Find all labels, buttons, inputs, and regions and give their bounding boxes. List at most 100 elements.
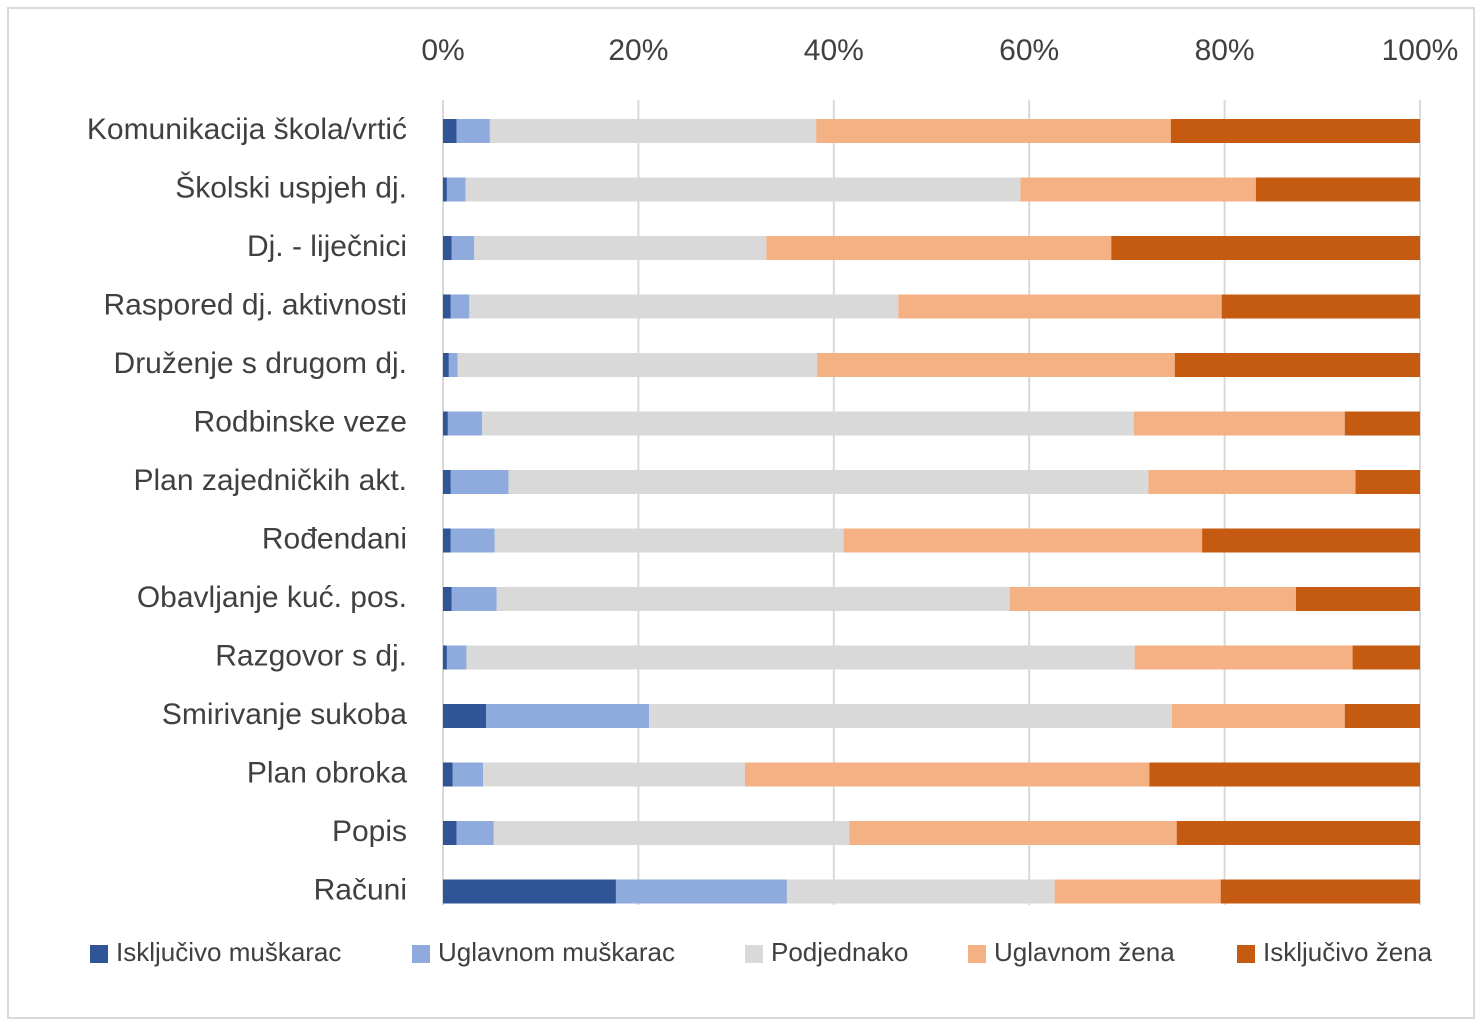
legend-label: Isključivo žena <box>1263 937 1433 967</box>
bar-segment <box>446 177 466 202</box>
bar-segment <box>443 762 453 787</box>
legend-label: Uglavnom žena <box>994 937 1175 967</box>
y-tick-label: Rodbinske veze <box>194 405 407 438</box>
y-tick-label: Plan zajedničkih akt. <box>134 464 408 497</box>
bar-segment <box>457 353 818 377</box>
bar-segment <box>443 704 486 728</box>
legend-swatch <box>968 945 986 963</box>
bar-segment <box>452 762 484 787</box>
bar-segment <box>451 236 475 260</box>
bar-segment <box>766 236 1112 260</box>
bar-segment <box>1020 177 1256 202</box>
bar-segment <box>443 821 457 845</box>
y-tick-label: Druženje s drugom dj. <box>114 347 407 380</box>
bar-segment <box>446 645 467 670</box>
bar-segment <box>816 119 1171 143</box>
chart-frame <box>7 7 1475 1019</box>
bar-segment <box>483 762 745 787</box>
bar-segment <box>443 353 449 377</box>
bar-segment <box>1295 587 1420 611</box>
bar-segment <box>849 821 1177 845</box>
bar-segment <box>1111 236 1420 260</box>
bar-segment <box>1009 587 1296 611</box>
y-tick-label: Raspored dj. aktivnosti <box>104 288 408 321</box>
bar-segment <box>1352 645 1420 670</box>
y-tick-label: Računi <box>314 873 407 906</box>
bar-segment <box>443 470 451 494</box>
y-tick-label: Plan obroka <box>247 756 407 789</box>
bar-segment <box>1134 645 1353 670</box>
legend-label: Isključivo muškarac <box>116 937 341 967</box>
bar-segment <box>1176 821 1420 845</box>
bar-segment <box>508 470 1149 494</box>
x-tick-label: 60% <box>999 34 1059 67</box>
legend-swatch <box>412 945 430 963</box>
x-tick-label: 40% <box>804 34 864 67</box>
bar-segment <box>456 119 490 143</box>
bar-segment <box>474 236 767 260</box>
bar-segment <box>451 587 497 611</box>
bar-segment <box>443 645 447 670</box>
bar-segment <box>493 821 850 845</box>
bar-segment <box>1170 119 1420 143</box>
y-tick-label: Dj. - liječnici <box>247 230 407 263</box>
bar-segment <box>1255 177 1420 202</box>
bar-segment <box>443 587 452 611</box>
x-tick-label: 0% <box>421 34 464 67</box>
bar-segment <box>482 411 1134 436</box>
bar-segment <box>443 411 448 436</box>
bar-segment <box>465 177 1021 202</box>
bar-segment <box>1221 294 1420 319</box>
bar-segment <box>450 470 509 494</box>
y-tick-label: Smirivanje sukoba <box>162 698 407 731</box>
bar-segment <box>443 879 616 904</box>
y-tick-label: Razgovor s dj. <box>215 639 407 672</box>
bar-segment <box>443 236 452 260</box>
y-tick-label: Komunikacija škola/vrtić <box>87 113 407 146</box>
bar-segment <box>1344 704 1420 728</box>
bar-segment <box>447 411 483 436</box>
bar-segment <box>1133 411 1345 436</box>
bar-segment <box>649 704 1172 728</box>
x-tick-label: 80% <box>1195 34 1255 67</box>
legend-label: Uglavnom muškarac <box>438 937 675 967</box>
bar-segment <box>443 294 451 319</box>
bar-segment <box>1220 879 1420 904</box>
bar-segment <box>496 587 1010 611</box>
bar-segment <box>898 294 1222 319</box>
bar-segment <box>469 294 899 319</box>
bar-segment <box>448 353 458 377</box>
x-tick-label: 20% <box>608 34 668 67</box>
legend-swatch <box>745 945 763 963</box>
y-tick-label: Popis <box>332 815 407 848</box>
legend-swatch <box>1237 945 1255 963</box>
bar-segment <box>744 762 1150 787</box>
y-tick-label: Rođendani <box>262 522 407 555</box>
bar-segment <box>1148 470 1356 494</box>
bar-segment <box>1202 528 1420 553</box>
y-tick-label: Obavljanje kuć. pos. <box>137 581 407 614</box>
bar-segment <box>843 528 1203 553</box>
x-tick-label: 100% <box>1382 34 1459 67</box>
bar-segment <box>615 879 787 904</box>
bar-segment <box>443 177 447 202</box>
bar-segment <box>1054 879 1221 904</box>
bar-segment <box>466 645 1135 670</box>
bar-segment <box>817 353 1175 377</box>
bar-segment <box>1355 470 1420 494</box>
bar-segment <box>1171 704 1345 728</box>
bar-segment <box>443 528 451 553</box>
legend-swatch <box>90 945 108 963</box>
bar-segment <box>1174 353 1420 377</box>
bar-segment <box>443 119 457 143</box>
bar-segment <box>1149 762 1420 787</box>
y-tick-label: Školski uspjeh dj. <box>175 170 407 204</box>
bar-segment <box>1344 411 1420 436</box>
bar-segment <box>494 528 844 553</box>
legend-label: Podjednako <box>771 937 908 967</box>
bar-segment <box>456 821 494 845</box>
bar-segment <box>786 879 1055 904</box>
bar-segment <box>485 704 650 728</box>
bar-segment <box>489 119 817 143</box>
